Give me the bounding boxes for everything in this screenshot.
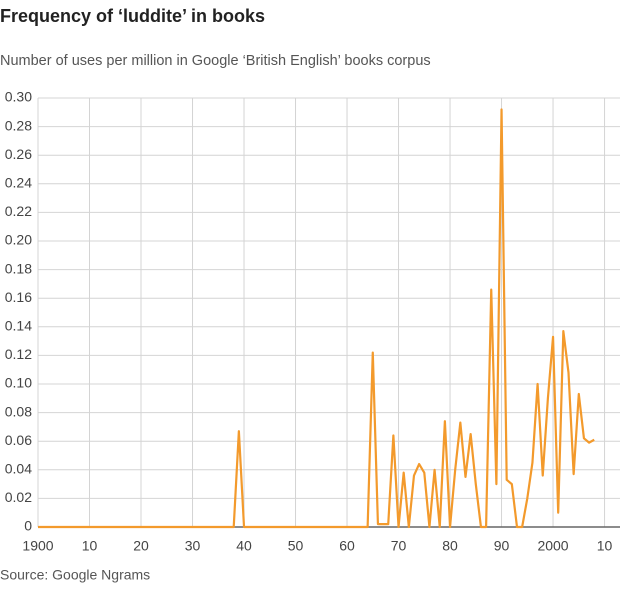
x-tick-label: 2000 (537, 538, 568, 554)
x-tick-label: 10 (597, 538, 613, 554)
y-tick-label: 0.04 (5, 461, 32, 477)
x-tick-label: 50 (288, 538, 304, 554)
y-tick-label: 0.06 (5, 432, 32, 448)
y-tick-label: 0.14 (5, 318, 32, 334)
y-tick-label: 0.30 (5, 89, 32, 105)
y-tick-label: 0.02 (5, 489, 32, 505)
y-tick-label: 0.16 (5, 289, 32, 305)
y-tick-label: 0.28 (5, 117, 32, 133)
y-tick-label: 0.08 (5, 403, 32, 419)
x-tick-label: 30 (185, 538, 201, 554)
y-tick-label: 0 (24, 518, 32, 534)
chart-subtitle: Number of uses per million in Google ‘Br… (0, 53, 431, 69)
y-tick-label: 0.18 (5, 260, 32, 276)
x-tick-label: 60 (339, 538, 355, 554)
x-tick-label: 1900 (22, 538, 53, 554)
x-tick-label: 40 (236, 538, 252, 554)
x-tick-label: 90 (494, 538, 510, 554)
x-tick-label: 20 (133, 538, 149, 554)
y-tick-label: 0.22 (5, 203, 32, 219)
y-tick-label: 0.24 (5, 175, 32, 191)
x-tick-label: 70 (391, 538, 407, 554)
y-tick-label: 0.20 (5, 232, 32, 248)
data-line (38, 108, 595, 529)
chart-title: Frequency of ‘luddite’ in books (0, 6, 265, 26)
y-tick-label: 0.26 (5, 146, 32, 162)
x-tick-label: 10 (82, 538, 98, 554)
x-tick-label: 80 (442, 538, 458, 554)
y-tick-label: 0.12 (5, 346, 32, 362)
source: Source: Google Ngrams (0, 567, 150, 583)
y-tick-label: 0.10 (5, 375, 32, 391)
